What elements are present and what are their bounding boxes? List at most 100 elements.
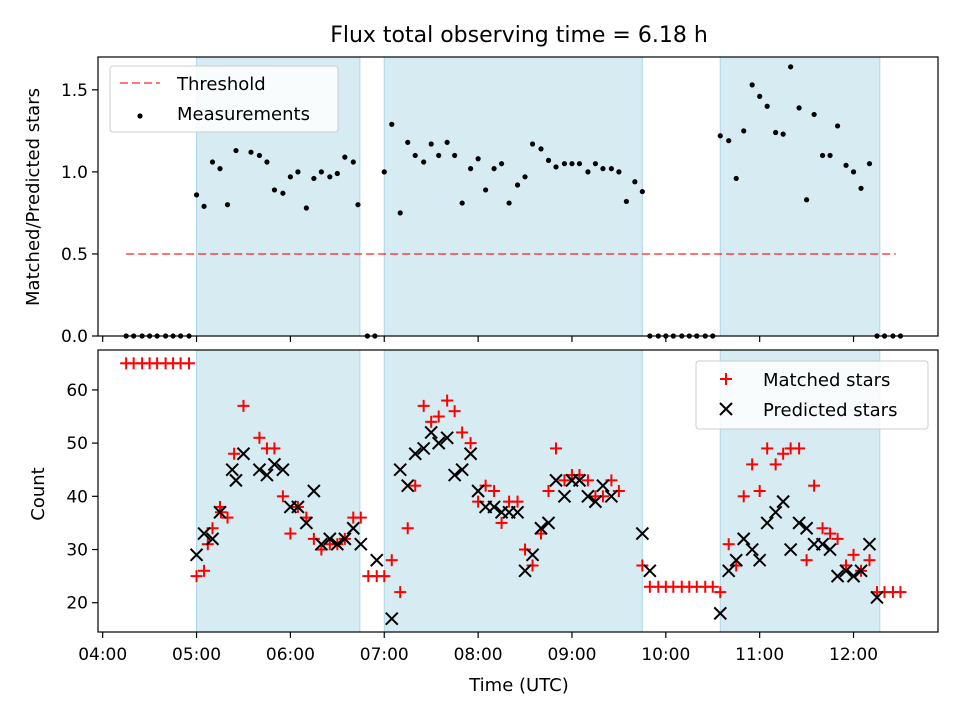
measurement-point: [850, 169, 857, 175]
matched-star-point: [394, 586, 407, 599]
measurement-point: [295, 169, 301, 175]
top-axes-frame: [97, 56, 939, 337]
predicted-star-point: [823, 542, 837, 557]
measurement-point: [271, 187, 278, 193]
x-tick-label: 12:00: [829, 645, 878, 665]
bottom-panel: 20 30 40 50 60 04:00 05:00 06:00 07:00 08:00 09:0…: [28, 349, 939, 696]
measurement-point: [600, 166, 606, 172]
matched-star-point: [542, 485, 555, 497]
bottom-y-tick-label: 60: [66, 381, 88, 401]
predicted-star-point: [487, 500, 501, 514]
measurement-point: [428, 141, 434, 147]
predicted-marker-b: [541, 516, 556, 530]
predicted-marker-b: [799, 521, 814, 535]
predicted-star-point: [588, 494, 603, 509]
matched-star-point: [183, 357, 196, 370]
predicted-marker-b: [314, 537, 329, 551]
bottom-y-tick-label: 40: [66, 487, 88, 507]
predicted-marker-b: [229, 473, 243, 488]
measurement-point: [311, 175, 317, 182]
predicted-marker-b: [424, 425, 438, 440]
predicted-star-point: [760, 516, 774, 530]
measurement-point: [256, 152, 263, 159]
predicted-star-point: [635, 526, 650, 541]
predicted-star-point: [776, 494, 790, 509]
predicted-legend-swatch: [719, 402, 733, 416]
measurement-point: [834, 123, 841, 129]
predicted-marker-b: [518, 564, 532, 578]
measurement-point: [757, 93, 763, 99]
matched-star-point: [550, 442, 563, 455]
predicted-star-point: [455, 463, 469, 477]
matched-star-point: [722, 538, 735, 551]
predicted-star-point: [299, 516, 314, 530]
shaded-span-1: [196, 349, 361, 633]
measurement-point: [381, 169, 387, 175]
predicted-marker-b: [635, 526, 650, 541]
matched-star-point: [409, 479, 422, 492]
predicted-star-point: [354, 537, 368, 551]
predicted-marker-b: [534, 521, 548, 535]
bottom-y-tick-label: 30: [66, 541, 88, 561]
measurement-point: [733, 175, 739, 182]
measurement-point: [444, 139, 450, 145]
predicted-star-point: [643, 564, 657, 578]
matched-star-point: [441, 394, 454, 407]
matched-star-point: [378, 570, 391, 583]
top-legend-box: [109, 65, 339, 133]
measurement-point: [389, 121, 395, 127]
predicted-marker-b: [776, 494, 790, 509]
matched-star-point: [863, 554, 876, 567]
measurement-point: [632, 179, 638, 185]
predicted-marker-b: [596, 478, 610, 493]
matched-star-point: [746, 458, 759, 471]
predicted-marker-b: [760, 516, 774, 530]
matched-star-point: [761, 442, 774, 455]
predicted-star-point: [408, 447, 422, 461]
matched-star-point: [495, 516, 508, 529]
top-legend: Threshold Measurements: [109, 65, 339, 133]
predicted-star-point: [401, 478, 415, 493]
predicted-marker-b: [549, 473, 563, 488]
predicted-marker-b: [557, 489, 572, 504]
measurement-point: [819, 152, 826, 159]
measurement-point: [553, 164, 559, 170]
predicted-marker-b: [401, 478, 415, 493]
legend-label-predicted: Predicted stars: [763, 400, 897, 421]
measurement-point: [327, 174, 333, 180]
matched-star-point: [401, 522, 414, 535]
predicted-marker-b: [823, 542, 837, 557]
measurement-point: [350, 159, 356, 165]
predicted-marker-b: [370, 553, 384, 567]
measurement-point: [561, 161, 568, 167]
predicted-star-point: [267, 457, 282, 472]
predicted-star-point: [862, 537, 877, 551]
measurement-point: [726, 138, 732, 144]
measurement-point: [217, 166, 223, 172]
predicted-star-point: [236, 447, 251, 461]
predicted-star-point: [393, 463, 407, 477]
measurement-point: [796, 105, 802, 111]
measurement-point: [764, 103, 770, 109]
matched-star-point: [221, 511, 234, 524]
matched-star-point: [769, 458, 782, 471]
top-y-tick-label: 1.5: [61, 81, 88, 101]
measurement-point: [498, 161, 505, 167]
predicted-star-point: [713, 606, 727, 621]
measurement-points: [123, 64, 904, 339]
matched-star-point: [737, 490, 750, 503]
shaded-span-3: [719, 56, 881, 337]
matched-star-point: [753, 485, 766, 497]
predicted-star-point: [870, 590, 884, 605]
predicted-marker-b: [440, 431, 454, 445]
predicted-star-point: [557, 489, 572, 504]
predicted-star-point: [839, 564, 853, 578]
predicted-star-point: [604, 489, 619, 504]
measurement-point: [623, 198, 630, 205]
predicted-marker-b: [338, 532, 352, 546]
measurement-point: [224, 202, 231, 208]
predicted-star-point: [330, 537, 345, 551]
matched-star-point: [488, 485, 501, 497]
matched-star-point: [581, 474, 594, 487]
